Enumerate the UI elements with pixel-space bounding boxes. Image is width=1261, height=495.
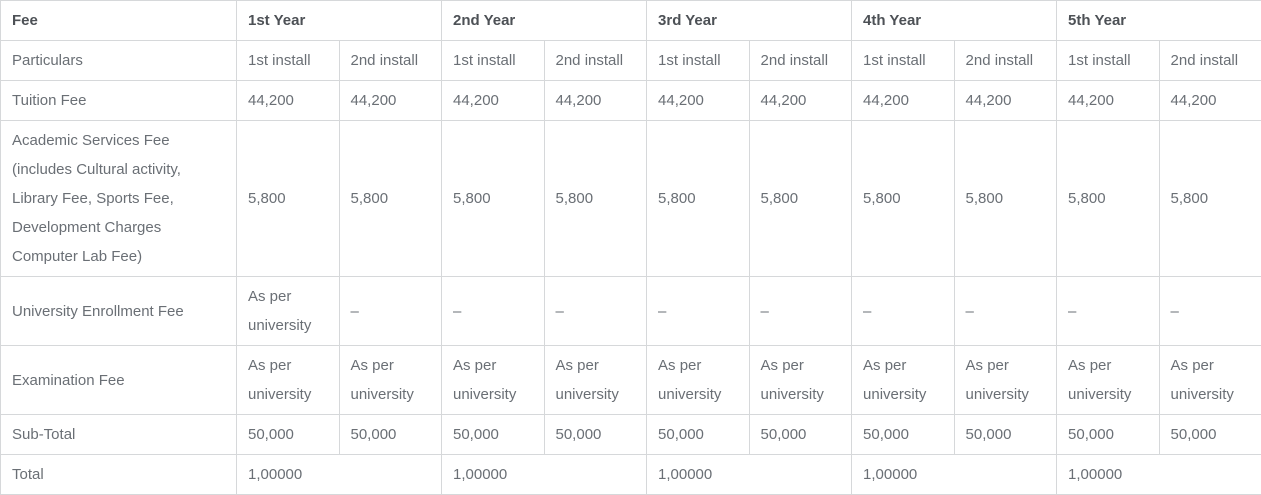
value-cell: – [954,277,1057,346]
header-install: 1st install [647,41,750,81]
header-install: 2nd install [1159,41,1261,81]
value-cell: – [749,277,852,346]
header-install: 2nd install [544,41,647,81]
header-install: 2nd install [954,41,1057,81]
row-label: University Enrollment Fee [1,277,237,346]
header-install: 2nd install [749,41,852,81]
value-cell: 50,000 [749,415,852,455]
total-value-cell: 1,00000 [852,455,1057,495]
value-cell: As per university [749,346,852,415]
value-cell: 5,800 [237,121,340,277]
value-cell: – [647,277,750,346]
value-cell: 50,000 [442,415,545,455]
row-label: Sub-Total [1,415,237,455]
value-cell: As per university [544,346,647,415]
header-particulars: Particulars [1,41,237,81]
value-cell: 5,800 [749,121,852,277]
value-cell: As per university [1057,346,1160,415]
total-value-cell: 1,00000 [237,455,442,495]
header-year-2: 2nd Year [442,1,647,41]
header-install: 1st install [852,41,955,81]
value-cell: 44,200 [339,81,442,121]
row-label: Tuition Fee [1,81,237,121]
value-cell: – [544,277,647,346]
value-cell: 44,200 [237,81,340,121]
row-label: Examination Fee [1,346,237,415]
value-cell: 5,800 [442,121,545,277]
header-fee: Fee [1,1,237,41]
header-install: 1st install [1057,41,1160,81]
value-cell: 44,200 [647,81,750,121]
value-cell: 5,800 [852,121,955,277]
value-cell: 44,200 [852,81,955,121]
header-install: 1st install [237,41,340,81]
header-year-1: 1st Year [237,1,442,41]
header-year-3: 3rd Year [647,1,852,41]
value-cell: As per university [1159,346,1261,415]
table-row: Academic Services Fee (includes Cultural… [1,121,1261,277]
value-cell: As per university [237,346,340,415]
value-cell: As per university [852,346,955,415]
value-cell: 44,200 [954,81,1057,121]
value-cell: 5,800 [647,121,750,277]
value-cell: As per university [647,346,750,415]
value-cell: 5,800 [339,121,442,277]
value-cell: – [339,277,442,346]
value-cell: 50,000 [544,415,647,455]
total-value-cell: 1,00000 [442,455,647,495]
header-year-4: 4th Year [852,1,1057,41]
header-install: 1st install [442,41,545,81]
value-cell: 44,200 [1159,81,1261,121]
value-cell: As per university [442,346,545,415]
value-cell: As per university [954,346,1057,415]
value-cell: – [442,277,545,346]
value-cell: – [1057,277,1160,346]
value-cell: – [852,277,955,346]
value-cell: 44,200 [544,81,647,121]
value-cell: 50,000 [339,415,442,455]
value-cell: 5,800 [1057,121,1160,277]
value-cell: As per university [237,277,340,346]
total-value-cell: 1,00000 [647,455,852,495]
row-label: Academic Services Fee (includes Cultural… [1,121,237,277]
value-cell: 50,000 [1057,415,1160,455]
value-cell: 50,000 [1159,415,1261,455]
value-cell: 5,800 [1159,121,1261,277]
header-install: 2nd install [339,41,442,81]
value-cell: – [1159,277,1261,346]
value-cell: 44,200 [1057,81,1160,121]
value-cell: 44,200 [442,81,545,121]
value-cell: 50,000 [647,415,750,455]
value-cell: As per university [339,346,442,415]
value-cell: 50,000 [852,415,955,455]
header-year-5: 5th Year [1057,1,1261,41]
value-cell: 50,000 [237,415,340,455]
value-cell: 44,200 [749,81,852,121]
value-cell: 5,800 [544,121,647,277]
total-value-cell: 1,00000 [1057,455,1261,495]
value-cell: 50,000 [954,415,1057,455]
value-cell: 5,800 [954,121,1057,277]
row-label-total: Total [1,455,237,495]
